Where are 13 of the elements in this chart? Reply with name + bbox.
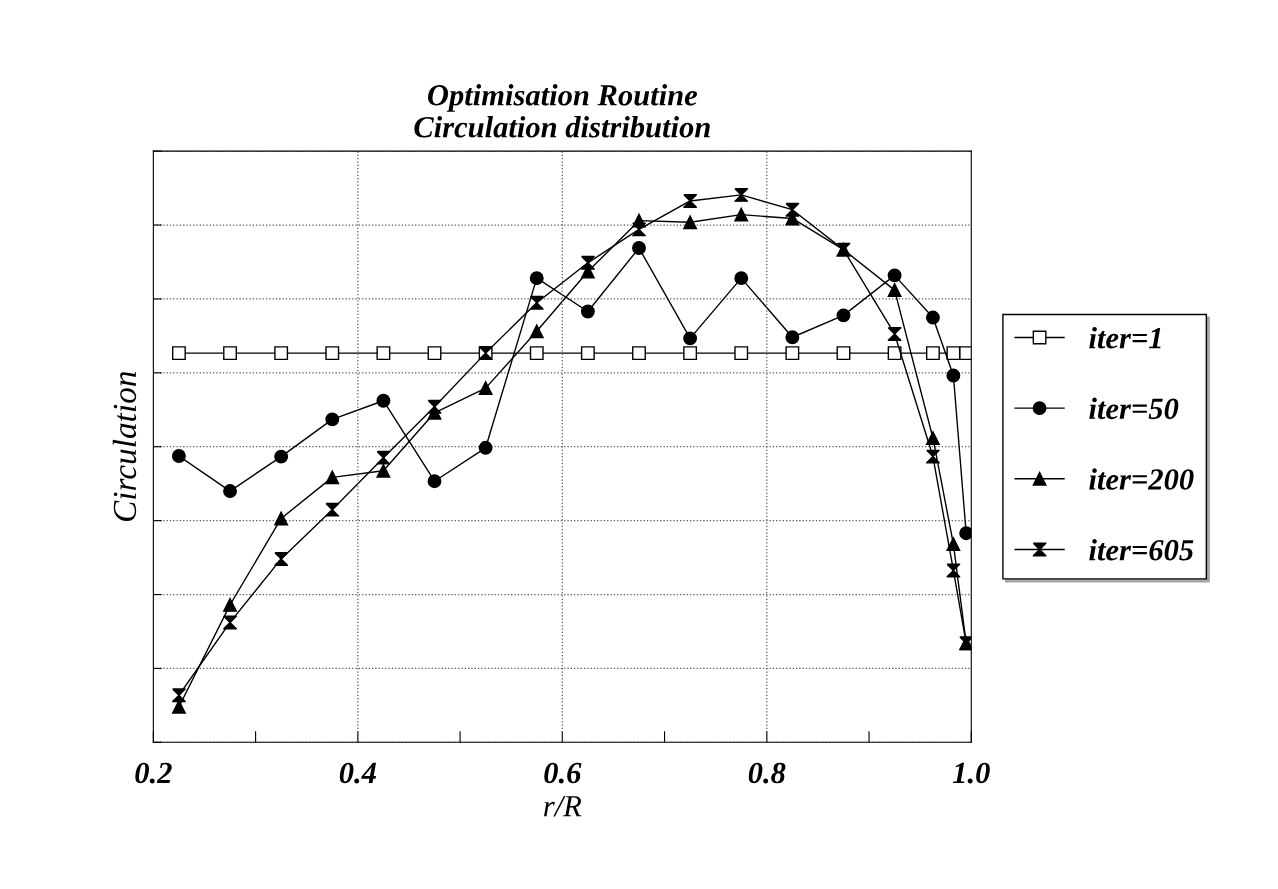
chart-subtitle: Circulation distribution — [414, 116, 710, 138]
x-tick-label: 0.6 — [544, 762, 582, 784]
chart-title: Optimisation Routine — [428, 84, 698, 112]
legend-label: iter=50 — [1089, 397, 1179, 420]
legend-label: iter=200 — [1089, 468, 1194, 490]
x-axis-title: r/R — [544, 796, 582, 817]
legend-label: iter=605 — [1089, 538, 1194, 561]
x-tick-label: 1.0 — [952, 762, 990, 784]
x-tick-label: 0.2 — [135, 762, 172, 784]
x-tick-label: 0.4 — [339, 762, 377, 784]
y-axis-title: Circulation — [112, 371, 137, 522]
x-tick-label: 0.8 — [748, 762, 786, 784]
legend-label: iter=1 — [1089, 326, 1161, 349]
